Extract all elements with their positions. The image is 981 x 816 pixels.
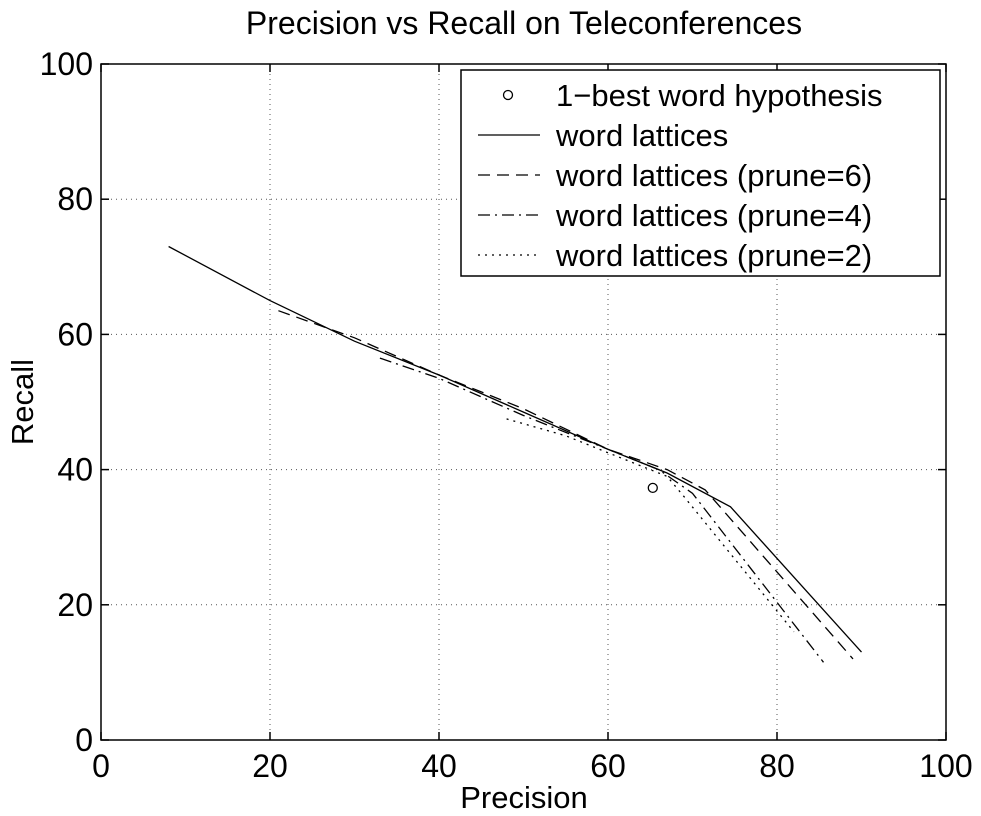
x-tick-label: 80 (759, 748, 795, 784)
x-tick-label: 20 (252, 748, 288, 784)
legend-box (460, 69, 941, 277)
ticks: 0 20 40 60 80 100 0 20 40 60 80 100 (40, 46, 973, 784)
y-tick-label: 100 (40, 46, 93, 82)
x-tick-label: 0 (92, 748, 110, 784)
chart-title: Precision vs Recall on Teleconferences (246, 5, 802, 41)
y-tick-label: 0 (75, 722, 93, 758)
legend-entry-label: 1−best word hypothesis (556, 78, 883, 113)
y-tick-label: 60 (57, 316, 93, 352)
legend-marker (502, 89, 514, 101)
x-tick-label: 100 (919, 748, 972, 784)
legend-entry-label: word lattices (prune=6) (555, 158, 872, 193)
y-tick-label: 80 (57, 181, 93, 217)
series-line-word-lattices-prune-2 (506, 418, 795, 633)
series-line-word-lattices-prune-6 (278, 310, 854, 660)
y-tick-label: 20 (57, 587, 93, 623)
grid (101, 64, 946, 740)
series-layer (168, 245, 862, 663)
y-axis-label: Recall (5, 359, 40, 445)
x-axis-label: Precision (460, 780, 588, 815)
legend-entry-label: word lattices (555, 118, 728, 153)
series-line-word-lattices (168, 245, 862, 653)
legend: 1−best word hypothesis word lattices word … (460, 69, 941, 277)
legend-entry-label: word lattices (prune=2) (555, 238, 872, 273)
x-tick-label: 60 (590, 748, 626, 784)
y-tick-label: 40 (57, 452, 93, 488)
axes-frame (100, 63, 947, 741)
series-line-word-lattices-prune-4 (379, 357, 825, 663)
series-point-1-best-word-hypothesis (647, 482, 658, 494)
legend-entry-label: word lattices (prune=4) (555, 198, 872, 233)
x-tick-label: 40 (421, 748, 457, 784)
